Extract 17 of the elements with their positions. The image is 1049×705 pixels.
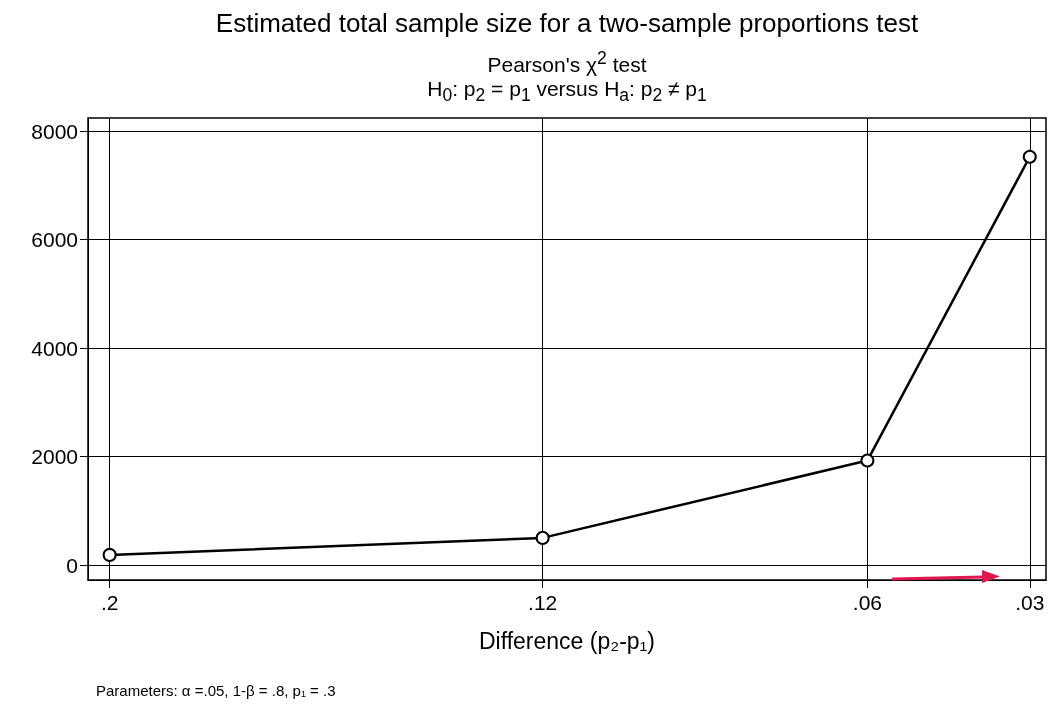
x-tick-label: .2 (100, 591, 119, 614)
y-tick-label: 4000 (31, 336, 78, 360)
point (535, 530, 550, 545)
x-tick-label: .06 (852, 591, 882, 614)
x-tick-label: .03 (1015, 591, 1045, 614)
y-tick-label: 6000 (31, 228, 78, 252)
text: Pearson's χ$^{2}$ test H$_{0}$: p$_{2}$ = p$_{1}$ versus H$_{a}$: p$_{2}$ ≠ p$_{1}$ (427, 48, 707, 106)
chart-title: Estimated total sample size for a two-sample proportions test (214, 8, 920, 39)
x-axis-title: Difference (p₂-p₁) (477, 628, 657, 655)
y-tick-label: 8000 (31, 119, 78, 143)
text: Parameters: α =.05, 1-β = .8, p₁ = .3 (96, 682, 336, 699)
point (1022, 149, 1037, 164)
y-tick-label: 0 (66, 553, 78, 577)
y-tick-label: 2000 (31, 445, 78, 469)
point (860, 453, 875, 468)
x-tick-label: .12 (528, 591, 558, 614)
point (102, 547, 117, 562)
